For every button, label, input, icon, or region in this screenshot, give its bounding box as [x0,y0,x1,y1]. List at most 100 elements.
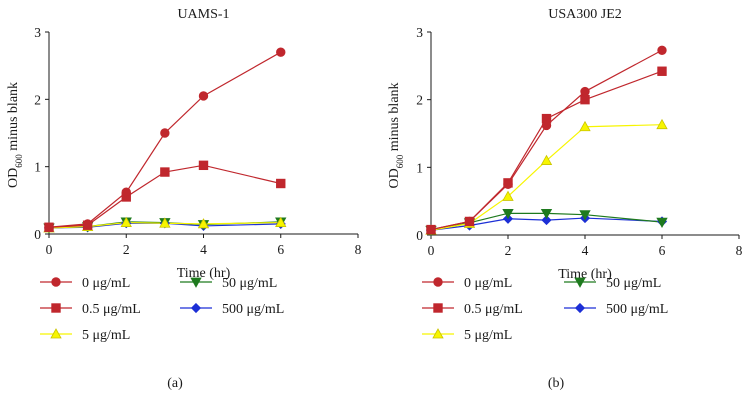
x-tick-label: 8 [736,243,743,258]
y-tick-label: 0 [34,227,41,242]
series-line [430,70,663,231]
data-point [541,215,552,226]
chart-panel-b: USA300 JE2 0 1 2 3 0 2 4 6 8 Time (hr) OD600 minus … [387,7,743,391]
legend-label: 500 μg/mL [222,302,284,317]
legend-marker [51,303,61,313]
legend-label: 50 μg/mL [222,276,277,291]
legend-marker [574,277,586,288]
legend-item: 500 μg/mL [180,302,284,317]
legend-item: 50 μg/mL [564,276,661,291]
data-point [275,216,287,227]
data-point [657,66,667,76]
y-axis-label-rest: minus blank [387,82,402,154]
y-tick-label: 3 [416,25,423,40]
x-tick-label: 4 [200,242,207,257]
y-axis-label: OD600 minus blank [6,82,24,188]
legend-label: 5 μg/mL [464,328,512,343]
legend-label: 500 μg/mL [606,302,668,317]
data-point [580,94,590,105]
data-point [502,208,514,220]
chart-title: UAMS-1 [177,7,229,22]
legend-label: 50 μg/mL [606,276,661,291]
legend-item: 0 μg/mL [40,276,130,291]
legend-marker [190,277,202,288]
chart-title: USA300 JE2 [548,7,622,22]
legend-marker [432,328,444,339]
data-point [160,128,170,138]
legend-item: 0 μg/mL [422,276,512,291]
y-axis-label-subscript: 600 [395,154,405,168]
series-line [430,124,663,231]
data-point [464,216,475,227]
data-point [502,190,514,201]
legend-marker [433,303,443,313]
legend-marker [574,302,586,314]
data-point [82,219,93,229]
y-tick-label: 2 [34,92,41,107]
series-line [430,49,663,231]
legend-item: 0.5 μg/mL [40,302,141,317]
legend-label: 0 μg/mL [464,276,512,291]
legend-item: 5 μg/mL [40,328,130,343]
data-point [540,154,553,165]
y-tick-label: 1 [34,160,41,175]
data-point [540,208,553,220]
legend-label: 0 μg/mL [82,276,130,291]
data-point [657,45,667,55]
series-line [48,221,281,229]
x-axis-label: Time (hr) [177,266,231,281]
legend-label: 0.5 μg/mL [464,302,523,317]
y-axis-label: OD600 minus blank [387,82,405,188]
y-axis-label-subscript: 600 [14,154,24,168]
x-tick-label: 6 [277,242,284,257]
x-tick-label: 8 [355,242,362,257]
y-tick-label: 2 [416,93,423,108]
y-axis-label-rest: minus blank [6,82,21,154]
legend-item: 5 μg/mL [422,328,512,343]
legend-marker [190,302,202,314]
x-tick-label: 6 [659,243,666,258]
y-axis-label-main: OD [6,168,21,188]
data-point [198,160,209,171]
x-tick-label: 0 [46,242,53,257]
y-axis-label-main: OD [387,168,402,188]
data-point [580,86,590,97]
legend-marker [51,277,61,287]
x-tick-label: 0 [428,243,435,258]
data-point [276,178,286,189]
chart-panel-a: UAMS-1 0 1 2 3 0 2 4 6 8 Time (hr) OD600 minus blan… [6,7,362,391]
legend-label: 0.5 μg/mL [82,302,141,317]
series-line [48,164,281,228]
data-point [579,120,591,132]
data-point [121,187,131,197]
y-tick-label: 3 [34,25,41,40]
data-point [197,218,210,229]
legend-item: 500 μg/mL [564,302,668,317]
y-tick-label: 0 [416,228,423,243]
x-tick-label: 2 [123,242,130,257]
data-point [656,217,668,228]
data-point [160,167,170,177]
series-line [48,51,282,228]
x-tick-label: 4 [582,243,589,258]
legend-item: 50 μg/mL [180,276,277,291]
x-axis-label: Time (hr) [558,267,612,282]
legend-label: 5 μg/mL [82,328,130,343]
panel-label: (b) [548,376,565,391]
x-tick-label: 2 [505,243,512,258]
y-tick-label: 1 [416,160,423,175]
panel-label: (a) [167,376,183,391]
legend-marker [50,328,62,339]
data-point [44,222,54,232]
legend: 0 μg/mL 0.5 μg/mL 5 μg/mL 50 μg/mL 500 μg/mL [40,276,284,343]
data-point [541,120,552,131]
series-line [430,217,663,231]
data-point [276,47,286,57]
legend: 0 μg/mL 0.5 μg/mL 5 μg/mL 50 μg/mL 500 μg/mL [422,276,668,343]
data-point [120,216,132,227]
data-point [503,179,513,189]
data-point [159,217,171,228]
data-point [656,118,668,130]
data-point [426,224,436,235]
